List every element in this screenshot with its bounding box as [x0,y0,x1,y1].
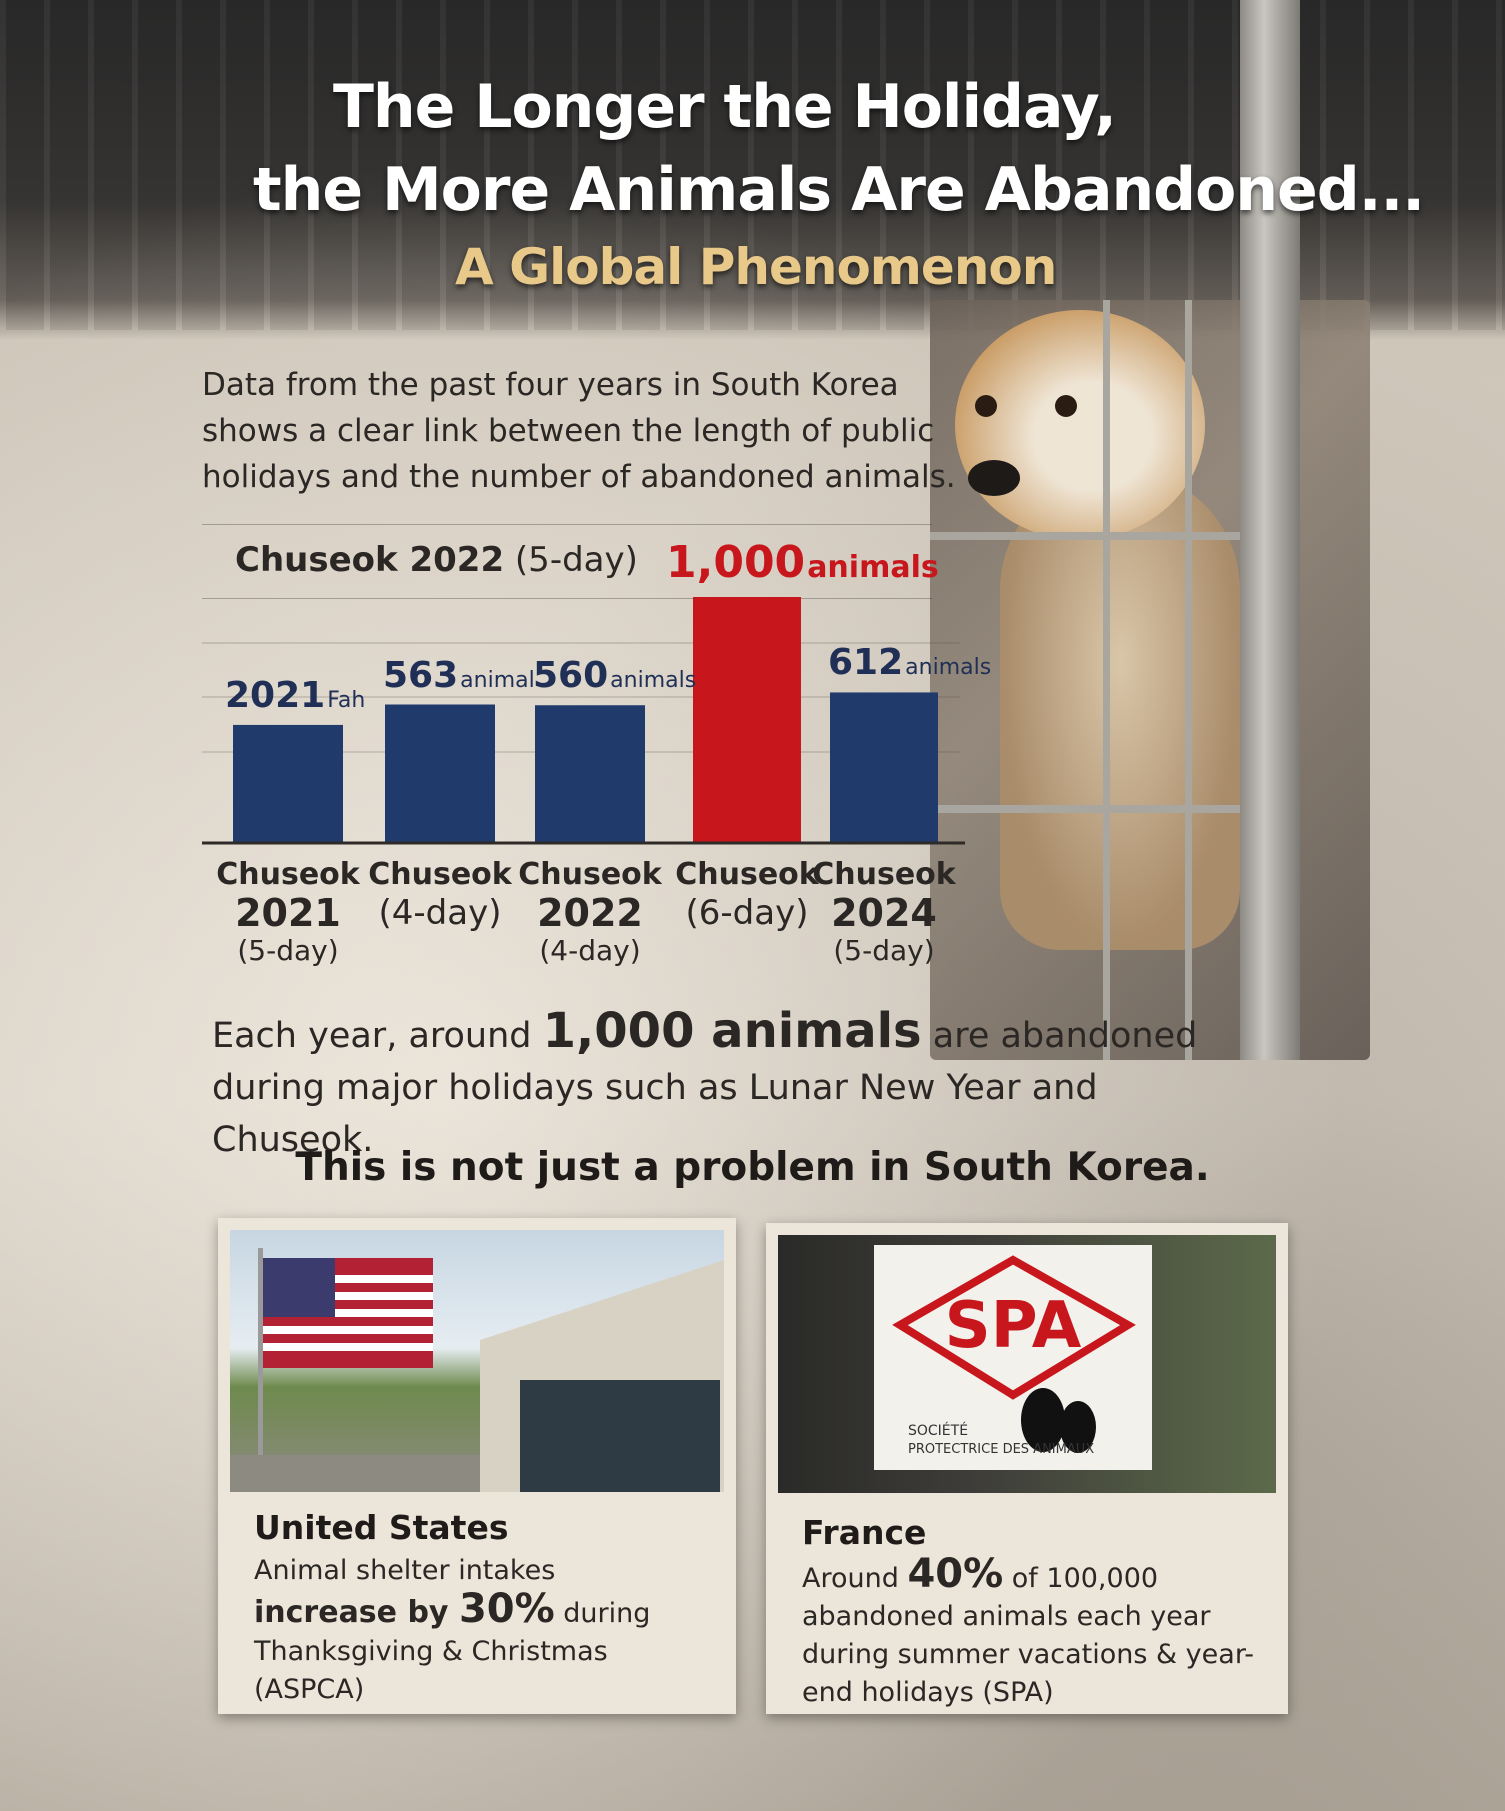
spa-sign-line-1: SOCIÉTÉ [908,1422,968,1439]
fr-post: of 100,000 abandoned animals each year d… [802,1563,1254,1708]
category-text: (4-day) [378,893,502,933]
summary-bold: 1,000 animals [542,1003,922,1059]
us-flag-icon [230,1248,724,1492]
value-number: 560 [533,655,609,697]
category-text: 2022 [537,891,643,935]
us-line-3: Thanksgiving & Christmas (ASPCA) [254,1636,608,1705]
divider-header [202,598,932,599]
us-line-1: Animal shelter intakes [254,1555,556,1586]
spa-sign-line-2: PROTECTRICE DES ANIMAUX [908,1442,1094,1457]
value-label: 612animals [828,642,991,683]
category-label: Chuseok (6-day) [672,856,822,932]
us-percent: 30% [458,1586,555,1632]
dog-body [1000,470,1240,950]
summary-pre: Each year, around [212,1016,543,1056]
title-line-1: The Longer the Holiday, [333,72,1117,142]
value-number: 563 [383,654,459,696]
cage-bar [930,805,1250,813]
chart-header-name: Chuseok 2022 [235,540,505,580]
us-line-2: increase by 30% during [254,1589,714,1633]
intro-text: Data from the past four years in South K… [202,367,956,495]
dog-nose [968,460,1020,496]
value-label: 563animal [383,655,535,696]
fr-text: Around 40% of 100,000 abandoned animals … [802,1554,1262,1712]
fr-percent: 40% [907,1551,1004,1597]
card-france: SPA SOCIÉTÉ PROTECTRICE DES ANIMAUX Fran… [766,1223,1288,1714]
bar [830,692,938,843]
category-text: 2024 [831,891,937,935]
spa-sign-photo: SPA SOCIÉTÉ PROTECTRICE DES ANIMAUX [778,1235,1276,1493]
cage-bar [1103,300,1110,1060]
dog-eye [1055,395,1077,417]
fr-pre: Around [802,1563,908,1594]
category-label: Chuseok 2021 (5-day) [213,856,363,970]
bar [233,724,343,843]
category-text: (4-day) [539,934,641,967]
spa-logo-icon: SPA SOCIÉTÉ PROTECTRICE DES ANIMAUX [874,1245,1152,1470]
category-text: Chuseok [368,857,512,892]
category-text: (6-day) [685,893,809,933]
category-text: (5-day) [237,934,339,967]
cage-bar [1185,300,1192,1060]
fr-country: France [802,1513,927,1552]
value-label: 560animals [533,655,696,696]
value-unit: animal [460,667,535,693]
value-unit: Fah [327,687,366,713]
cage-bar [930,532,1250,540]
category-text: Chuseok [216,857,360,892]
dog-head [955,310,1205,540]
value-unit: animals [610,668,697,694]
us-country: United States [254,1508,509,1547]
category-text: Chuseok [812,857,956,892]
category-text: 2021 [235,891,341,935]
value-label: 1,000animals [666,537,939,588]
value-number: 2021 [225,674,326,716]
divider-top [202,524,932,525]
card-united-states: United States Animal shelter intakes inc… [218,1218,736,1714]
chart-header: Chuseok 2022 (5-day) [235,540,638,580]
us-increase: increase by [254,1595,459,1630]
chart-header-duration: (5-day) [514,540,638,580]
value-unit: animals [905,655,992,681]
summary-post: are abandoned during major holidays such… [212,1016,1198,1160]
bar [693,597,801,843]
spa-logo-text: SPA [945,1289,1082,1363]
us-during: during [554,1598,651,1629]
category-text: Chuseok [675,857,819,892]
bar [385,704,495,843]
category-label: Chuseok 2024 (5-day) [809,856,959,970]
callout-heading: This is not just a problem in South Kore… [295,1145,1210,1190]
category-label: Chuseok 2022 (4-day) [515,856,665,970]
bar [535,705,645,843]
summary-text: Each year, around 1,000 animals are aban… [212,1005,1212,1166]
value-unit: animals [807,550,939,585]
value-number: 612 [828,642,904,684]
category-text: Chuseok [518,857,662,892]
category-label: Chuseok (4-day) [365,856,515,932]
us-shelter-photo [230,1230,724,1492]
value-number: 1,000 [666,537,806,588]
cage-post [1240,0,1300,1060]
subtitle: A Global Phenomenon [455,238,1057,296]
category-text: (5-day) [833,934,935,967]
value-label: 2021Fah [225,675,365,716]
title-line-2: the More Animals Are Abandoned... [253,155,1425,225]
us-text: Animal shelter intakes increase by 30% d… [254,1552,714,1709]
dog-eye [975,395,997,417]
